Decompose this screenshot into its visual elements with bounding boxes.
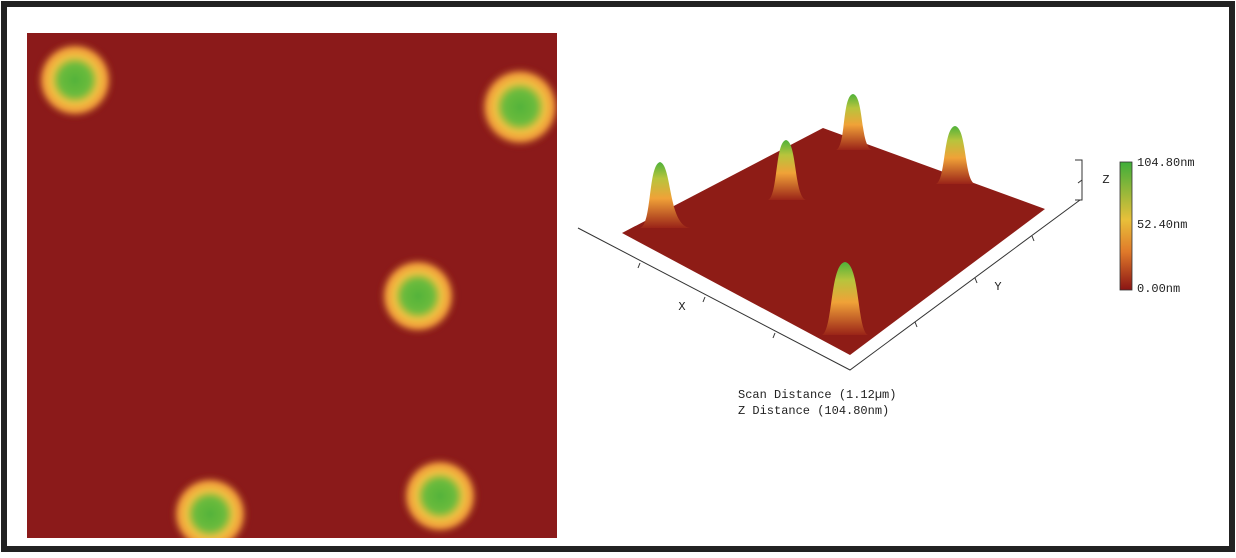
figure: X Y Z Scan Distance (1.12µm) Z Distance … (0, 0, 1236, 553)
axis-label-z: Z (1102, 173, 1109, 187)
axis-label-y: Y (994, 280, 1001, 294)
scan-distance: Scan Distance (1.12µm) (738, 388, 896, 402)
scale-label: 0.00nm (1137, 282, 1180, 296)
scale-label: 52.40nm (1137, 218, 1187, 232)
z-distance: Z Distance (104.80nm) (738, 404, 889, 418)
axis-label-x: X (678, 300, 685, 314)
afm-topography (27, 33, 562, 553)
scale-label: 104.80nm (1137, 156, 1195, 170)
